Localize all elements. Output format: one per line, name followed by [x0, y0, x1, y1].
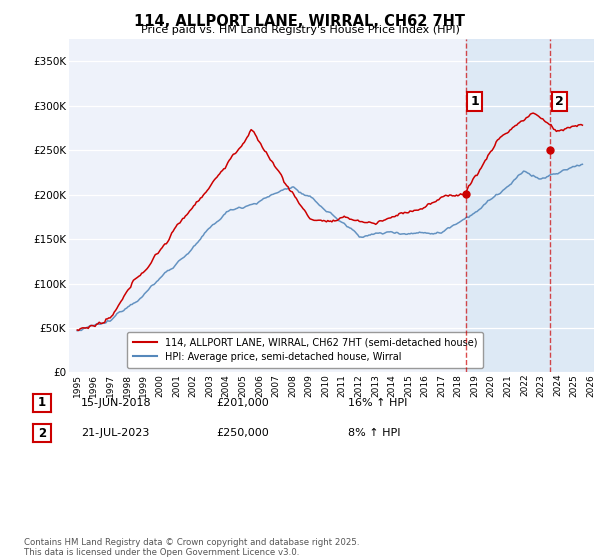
Text: 114, ALLPORT LANE, WIRRAL, CH62 7HT: 114, ALLPORT LANE, WIRRAL, CH62 7HT	[134, 14, 466, 29]
Text: 21-JUL-2023: 21-JUL-2023	[81, 428, 149, 438]
Text: 1: 1	[38, 396, 46, 409]
Text: Price paid vs. HM Land Registry's House Price Index (HPI): Price paid vs. HM Land Registry's House …	[140, 25, 460, 35]
Bar	[466, 39, 594, 372]
Text: 8% ↑ HPI: 8% ↑ HPI	[348, 428, 401, 438]
Text: 16% ↑ HPI: 16% ↑ HPI	[348, 398, 407, 408]
Text: £201,000: £201,000	[216, 398, 269, 408]
Text: Contains HM Land Registry data © Crown copyright and database right 2025.
This d: Contains HM Land Registry data © Crown c…	[24, 538, 359, 557]
Text: 1: 1	[470, 95, 479, 108]
Text: 15-JUN-2018: 15-JUN-2018	[81, 398, 152, 408]
Text: £250,000: £250,000	[216, 428, 269, 438]
Text: 2: 2	[555, 95, 564, 108]
Legend: 114, ALLPORT LANE, WIRRAL, CH62 7HT (semi-detached house), HPI: Average price, s: 114, ALLPORT LANE, WIRRAL, CH62 7HT (sem…	[127, 332, 484, 367]
Text: 2: 2	[38, 427, 46, 440]
